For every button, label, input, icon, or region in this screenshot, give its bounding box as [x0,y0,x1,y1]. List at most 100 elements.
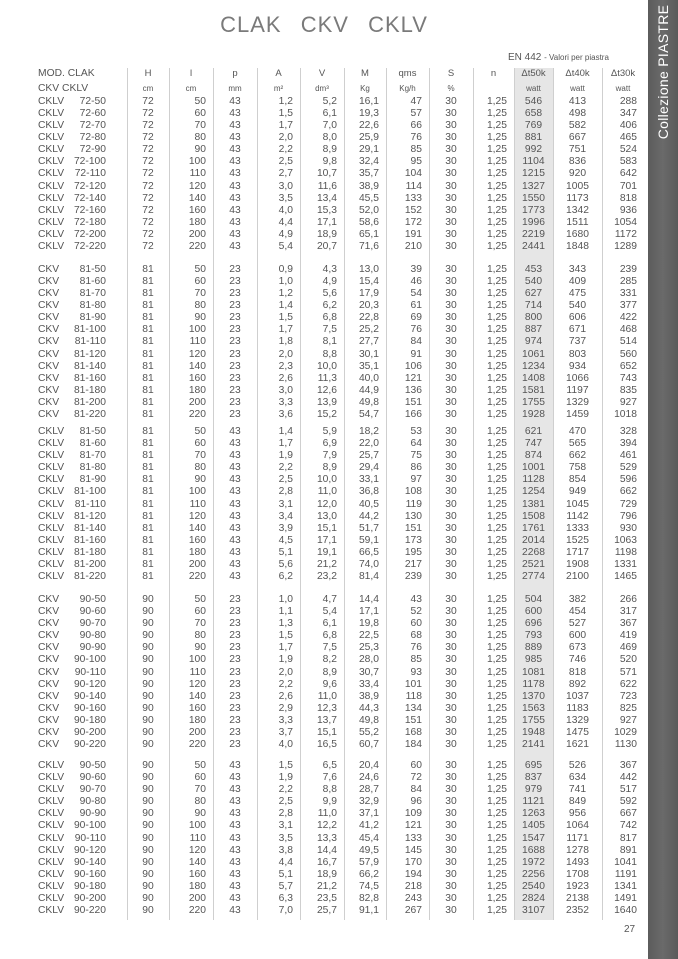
cell-t30: 1018 [614,408,637,420]
cell-V: 21,2 [316,880,337,892]
table-row: CKLV 90-180 90 180 43 5,7 21,2 74,5 218 30 1,25 254… [38,881,644,893]
cell-qms: 52 [410,606,422,618]
cell-qms: 46 [410,276,422,288]
column-unit: m² [273,84,284,93]
model-prefix: CKLV [38,892,65,904]
cell-l: 60 [194,772,206,784]
cell-p: 23 [229,726,241,738]
cell-n: 1,25 [486,438,507,450]
model-code: 72-200 [73,228,106,240]
model-prefix: CKV [38,654,60,666]
cell-t30: 1130 [614,738,637,750]
cell-S: 30 [445,738,457,750]
cell-p: 23 [229,690,241,702]
cell-V: 15,3 [316,204,337,216]
cell-t40: 1183 [566,702,589,714]
cell-M: 14,4 [358,594,379,606]
cell-V: 4,3 [322,264,337,276]
cell-n: 1,25 [486,372,507,384]
cell-t50: 1773 [522,204,545,216]
cell-H: 81 [142,462,154,474]
cell-t50: 1327 [522,180,545,192]
cell-t40: 751 [568,144,587,156]
model-prefix: CKLV [38,905,65,916]
model-prefix: CKV [38,738,60,750]
model-code: 90-220 [73,738,106,750]
column-divider [344,68,345,920]
cell-M: 38,9 [358,180,379,192]
cell-t30: 1063 [614,534,637,546]
cell-t50: 769 [524,120,543,132]
model-cell: CKLV 90-180 [38,881,127,893]
table-row: CKV 90-110 90 110 23 2,0 8,9 30,7 93 30 1,25 1081 81… [38,667,644,679]
cell-n: 1,25 [486,534,507,546]
cell-H: 81 [142,522,154,534]
model-prefix: CKLV [38,760,65,772]
cell-S: 30 [445,216,457,228]
model-cell: CKV 81-60 [38,276,127,288]
cell-l: 70 [194,784,206,796]
cell-t40: 1171 [566,832,589,844]
model-cell: CKV 90-100 [38,654,127,666]
collection-side-band: Collezione PIASTRE [648,0,678,959]
cell-V: 11,0 [317,690,337,702]
cell-n: 1,25 [486,618,507,630]
cell-t50: 1001 [522,462,545,474]
cell-t50: 985 [524,654,543,666]
cell-S: 30 [445,630,457,642]
cell-t30: 891 [619,844,637,856]
model-code: 81-50 [79,264,106,276]
table-row: CKLV 72-200 72 200 43 4,9 18,9 65,1 191 30 1,25 221… [38,229,644,241]
cell-V: 25,7 [316,905,337,916]
cell-qms: 108 [404,486,422,498]
cell-l: 110 [189,832,206,844]
cell-S: 30 [445,438,457,450]
cell-n: 1,25 [486,180,507,192]
table-row: CKLV 90-50 90 50 43 1,5 6,5 20,4 60 30 1,25 695 526 3… [38,760,644,772]
cell-t30: 583 [619,156,637,168]
cell-n: 1,25 [486,462,507,474]
cell-l: 120 [188,844,206,856]
cell-V: 12,0 [316,498,337,510]
cell-M: 22,0 [358,438,379,450]
model-prefix: CKLV [38,168,65,180]
cell-l: 60 [194,438,206,450]
cell-S: 30 [445,558,457,570]
cell-M: 15,4 [358,276,379,288]
model-code: 90-50 [79,594,106,606]
cell-V: 8,2 [322,654,337,666]
cell-S: 30 [445,856,457,868]
cell-qms: 93 [410,666,422,678]
cell-l: 220 [188,738,206,750]
cell-S: 30 [445,714,457,726]
model-cell: CKV 81-120 [38,349,127,361]
cell-M: 81,4 [358,570,379,582]
cell-t50: 1234 [522,360,545,372]
cell-M: 82,8 [358,892,379,904]
model-code: 90-100 [73,820,106,832]
model-code: 72-90 [79,144,106,156]
cell-t50: 800 [524,312,543,324]
cell-H: 90 [142,642,154,654]
cell-n: 1,25 [486,714,507,726]
cell-S: 30 [445,832,457,844]
cell-t50: 1061 [522,348,545,360]
cell-M: 33,4 [358,678,379,690]
cell-t40: 1197 [566,384,589,396]
cell-A: 1,5 [278,108,293,120]
cell-qms: 85 [410,654,422,666]
cell-t30: 317 [619,606,637,618]
cell-S: 30 [445,144,457,156]
cell-l: 200 [188,396,206,408]
cell-M: 58,6 [358,216,379,228]
cell-t50: 1508 [522,510,545,522]
cell-n: 1,25 [486,606,507,618]
model-cell: CKV 90-200 [38,727,127,739]
cell-l: 180 [188,546,206,558]
cell-H: 81 [142,474,154,486]
cell-l: 220 [188,905,206,916]
table-row: CKV 90-140 90 140 23 2,6 11,0 38,9 118 30 1,25 1370… [38,691,644,703]
cell-p: 23 [229,666,241,678]
cell-M: 74,5 [358,880,379,892]
